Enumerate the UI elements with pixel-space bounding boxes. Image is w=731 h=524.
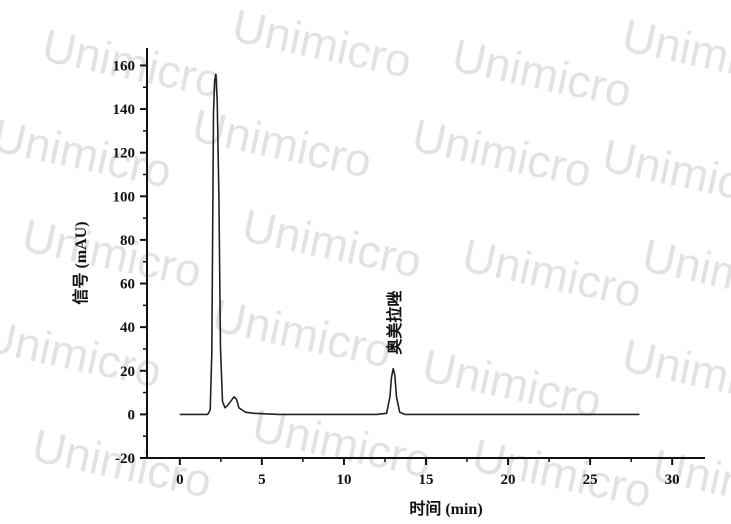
x-tick-label: 25 — [583, 472, 598, 488]
series-layer — [179, 73, 640, 416]
y-tick-label: 0 — [128, 407, 136, 423]
watermark-text: Unimicro — [448, 29, 636, 118]
watermark-text: Unimicro — [18, 209, 206, 298]
series-line — [179, 73, 640, 416]
watermark-text: Unimicro — [648, 439, 731, 524]
watermark-text: Unimicro — [458, 229, 646, 318]
y-tick-label: 100 — [113, 189, 136, 205]
x-tick-label: 20 — [501, 472, 516, 488]
x-tick-label: 5 — [258, 472, 266, 488]
watermark-text: Unimicro — [618, 329, 731, 418]
peak-annotation: 奥美拉唑 — [385, 291, 404, 355]
watermark-text: Unimicro — [408, 109, 596, 198]
axes — [140, 48, 705, 465]
watermark-text: Unimicro — [208, 289, 396, 378]
x-tick-label: 0 — [176, 472, 184, 488]
watermark-text: Unimicro — [618, 9, 731, 98]
y-tick-label: 80 — [120, 233, 135, 249]
x-tick-label: 30 — [665, 472, 680, 488]
y-tick-label: 120 — [113, 146, 136, 162]
watermark-text: Unimicro — [228, 0, 416, 88]
y-tick-label: 160 — [113, 58, 136, 74]
y-tick-label: 140 — [113, 102, 136, 118]
watermark-text: Unimicro — [188, 99, 376, 188]
watermark-text: Unimicro — [598, 129, 731, 218]
y-tick-label: -20 — [115, 451, 135, 467]
labels-layer: -20 0 20 40 60 80 100 120 140 160 0 5 10 15 20 25 30 时间 (… — [71, 58, 680, 518]
watermark-text: Unimicro — [0, 309, 166, 398]
x-tick-label: 10 — [336, 472, 351, 488]
x-tick-label: 15 — [419, 472, 434, 488]
y-axis-title: 信号 (mAU) — [71, 221, 90, 304]
x-axis-title: 时间 (min) — [409, 499, 482, 518]
y-tick-label: 40 — [120, 320, 135, 336]
watermark-text: Unimicro — [0, 109, 176, 198]
watermark-text: Unimicro — [638, 229, 731, 318]
y-tick-label: 60 — [120, 277, 135, 293]
y-tick-label: 20 — [120, 364, 135, 380]
watermark-text: Unimicro — [238, 199, 426, 288]
watermark-text: Unimicro — [468, 429, 656, 518]
